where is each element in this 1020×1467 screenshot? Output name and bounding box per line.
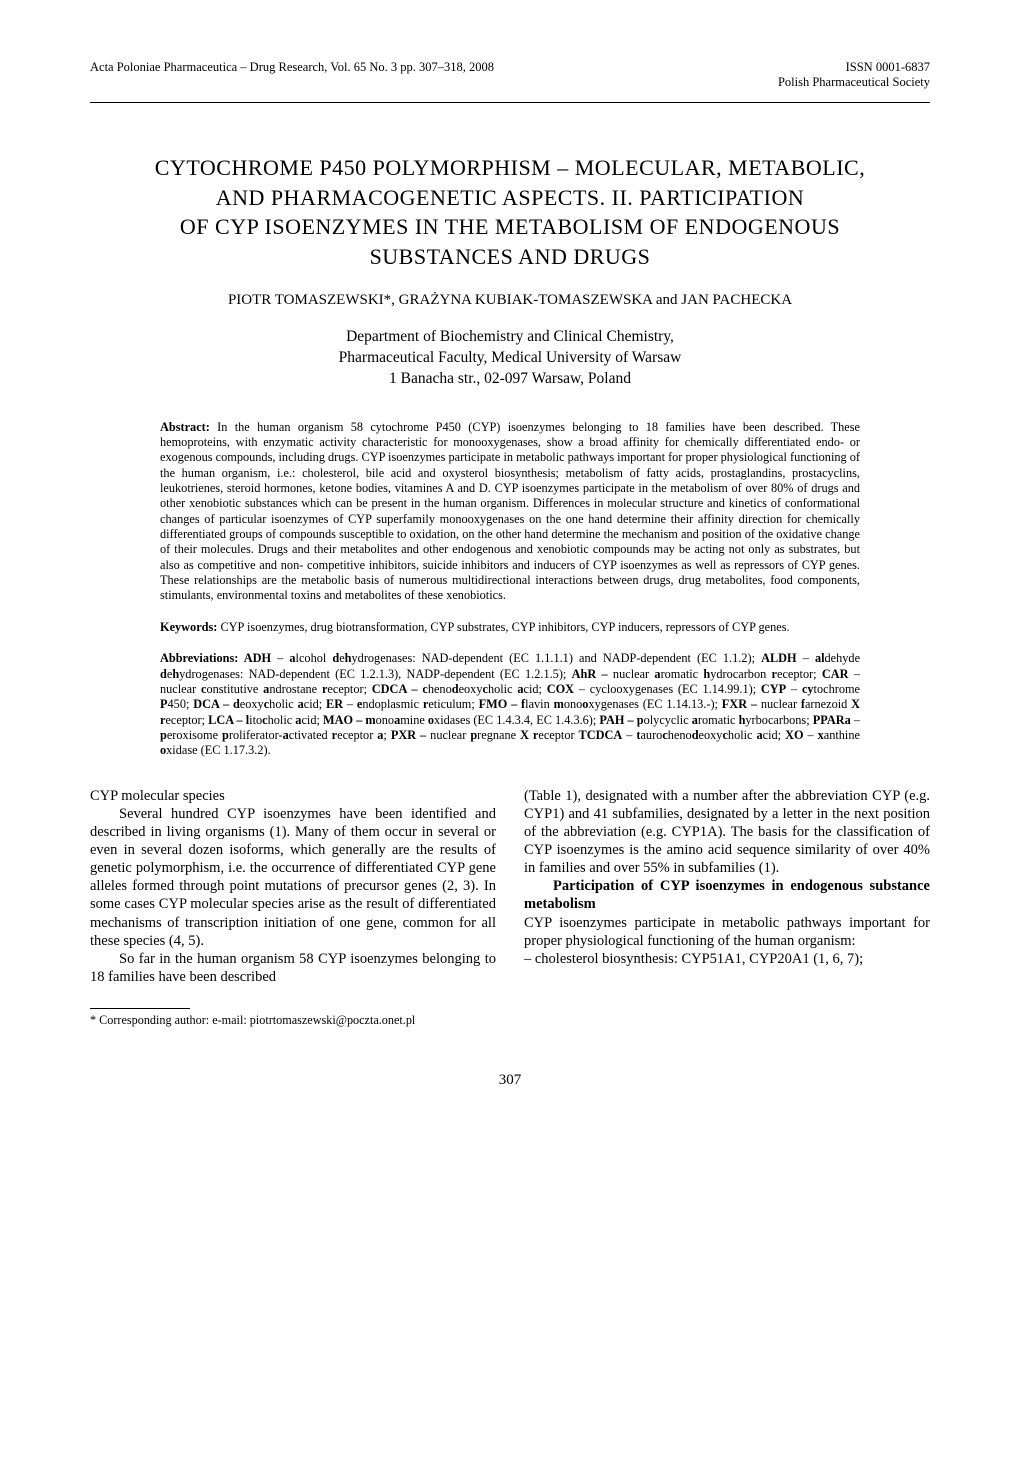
body-paragraph: – cholesterol biosynthesis: CYP51A1, CYP… bbox=[524, 950, 930, 968]
affiliation-line: 1 Banacha str., 02-097 Warsaw, Poland bbox=[90, 369, 930, 390]
affiliation-line: Department of Biochemistry and Clinical … bbox=[90, 327, 930, 348]
keywords: Keywords: CYP isoenzymes, drug biotransf… bbox=[160, 620, 860, 635]
title-line: AND PHARMACOGENETIC ASPECTS. II. PARTICI… bbox=[120, 183, 900, 213]
affiliation-line: Pharmaceutical Faculty, Medical Universi… bbox=[90, 348, 930, 369]
right-column: (Table 1), designated with a number afte… bbox=[524, 787, 930, 986]
footnote-rule bbox=[90, 1008, 190, 1009]
keywords-text: CYP isoenzymes, drug biotransformation, … bbox=[217, 620, 789, 634]
title-line: CYTOCHROME P450 POLYMORPHISM – MOLECULAR… bbox=[120, 153, 900, 183]
abbreviations: Abbreviations: ADH – alcohol dehydrogena… bbox=[160, 651, 860, 759]
body-paragraph: Several hundred CYP isoenzymes have been… bbox=[90, 805, 496, 950]
body-paragraph: (Table 1), designated with a number afte… bbox=[524, 787, 930, 878]
journal-reference: Acta Poloniae Pharmaceutica – Drug Resea… bbox=[90, 60, 494, 90]
section-heading: Participation of CYP isoenzymes in endog… bbox=[524, 877, 930, 913]
page-number: 307 bbox=[90, 1072, 930, 1089]
body-paragraph: CYP isoenzymes participate in metabolic … bbox=[524, 914, 930, 950]
society-name: Polish Pharmaceutical Society bbox=[778, 75, 930, 90]
section-heading: CYP molecular species bbox=[90, 787, 496, 805]
header-rule bbox=[90, 102, 930, 103]
authors: PIOTR TOMASZEWSKI*, GRAŻYNA KUBIAK-TOMAS… bbox=[90, 292, 930, 309]
abstract-text: In the human organism 58 cytochrome P450… bbox=[160, 420, 860, 603]
title-line: OF CYP ISOENZYMES IN THE METABOLISM OF E… bbox=[120, 212, 900, 242]
body-columns: CYP molecular species Several hundred CY… bbox=[90, 787, 930, 986]
abstract-label: Abstract: bbox=[160, 420, 210, 434]
body-paragraph: So far in the human organism 58 CYP isoe… bbox=[90, 950, 496, 986]
corresponding-author-footnote: * Corresponding author: e-mail: piotrtom… bbox=[90, 1013, 930, 1028]
running-header: Acta Poloniae Pharmaceutica – Drug Resea… bbox=[90, 60, 930, 90]
article-title: CYTOCHROME P450 POLYMORPHISM – MOLECULAR… bbox=[120, 153, 900, 272]
left-column: CYP molecular species Several hundred CY… bbox=[90, 787, 496, 986]
keywords-label: Keywords: bbox=[160, 620, 217, 634]
title-line: SUBSTANCES AND DRUGS bbox=[120, 242, 900, 272]
issn: ISSN 0001-6837 bbox=[778, 60, 930, 75]
affiliation: Department of Biochemistry and Clinical … bbox=[90, 327, 930, 390]
abstract: Abstract: In the human organism 58 cytoc… bbox=[160, 420, 860, 604]
